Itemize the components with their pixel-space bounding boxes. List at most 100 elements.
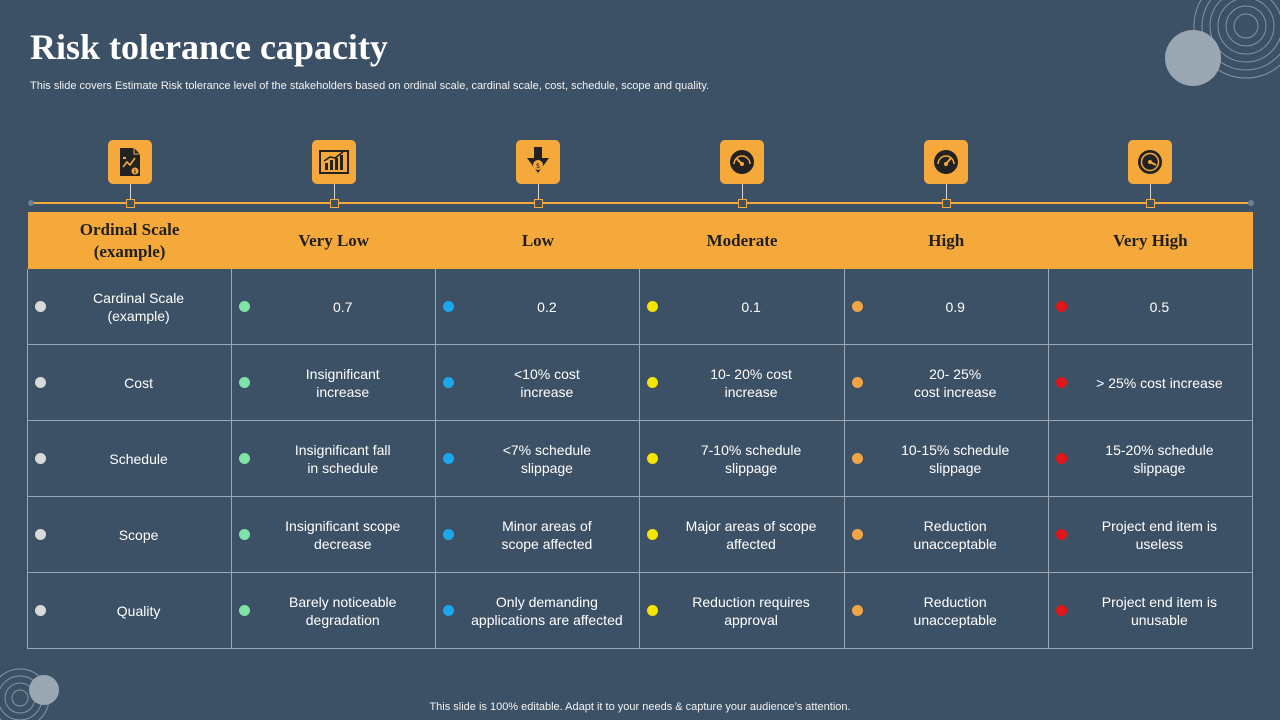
bullet-dot (647, 528, 659, 540)
table-cell: 0.7 (231, 269, 437, 345)
bullet-dot (1055, 376, 1067, 388)
bullet-dot (35, 528, 46, 540)
bullet-dot (443, 604, 455, 616)
table-cell: 7-10% schedule slippage (639, 420, 845, 497)
table-cell: Reduction unacceptable (843, 572, 1049, 649)
table-cell: <10% cost increase (435, 344, 641, 421)
table-cell: 0.1 (639, 269, 845, 345)
bullet-dot (239, 604, 251, 616)
table-header-row: Ordinal Scale (example) Very Low Low Mod… (27, 212, 1253, 269)
timeline-node (125, 199, 135, 208)
bullet-dot (443, 452, 455, 464)
timeline-line (30, 202, 1252, 204)
icon-connector (742, 184, 743, 199)
page-subtitle: This slide covers Estimate Risk toleranc… (30, 80, 710, 92)
bullet-dot (851, 528, 863, 540)
finance-report-icon: $ (108, 140, 152, 184)
column-header: Very High (1048, 212, 1253, 269)
table-cell: Only demanding applications are affected (435, 572, 641, 649)
table-cell: Major areas of scope affected (639, 496, 845, 573)
bullet-dot (647, 376, 659, 388)
bullet-dot (35, 300, 46, 312)
icon-connector (334, 184, 335, 199)
table-cell: Cost (26, 344, 233, 421)
cost-down-icon: $ (516, 140, 560, 184)
bullet-dot (443, 300, 455, 312)
table-cell: Project end item is useless (1047, 496, 1254, 573)
speedometer-high-icon (1128, 140, 1172, 184)
timeline-start-dot (28, 200, 34, 206)
column-header: Very Low (231, 212, 436, 269)
timeline-end-dot (1248, 200, 1254, 206)
table-row: Cost Insignificant increase <10% cost in… (26, 344, 1254, 421)
table-cell: Cardinal Scale (example) (26, 269, 233, 345)
footer-note: This slide is 100% editable. Adapt it to… (429, 701, 851, 713)
table-cell: Insignificant increase (231, 344, 437, 421)
column-header: High (844, 212, 1049, 269)
bullet-dot (851, 300, 863, 312)
timeline-node (1145, 199, 1155, 208)
icon-connector (1150, 184, 1151, 199)
bullet-dot (443, 528, 455, 540)
table-cell: Insignificant fall in schedule (231, 420, 437, 497)
bullet-dot (647, 300, 659, 312)
table-cell: Minor areas of scope affected (435, 496, 641, 573)
table-cell: Reduction requires approval (639, 572, 845, 649)
bullet-dot (35, 452, 46, 464)
bullet-dot (1055, 528, 1067, 540)
table-cell: Schedule (26, 420, 233, 497)
bullet-dot (1055, 604, 1067, 616)
table-cell: Reduction unacceptable (843, 496, 1049, 573)
bullet-dot (239, 376, 251, 388)
table-cell: 10- 20% cost increase (639, 344, 845, 421)
table-cell: Quality (26, 572, 233, 649)
column-header: Moderate (639, 212, 845, 269)
table-row: Cardinal Scale (example) 0.7 0.2 0.1 0.9… (26, 269, 1254, 345)
risk-tolerance-table: Ordinal Scale (example) Very Low Low Mod… (26, 212, 1254, 649)
bullet-dot (851, 604, 863, 616)
svg-text:$: $ (536, 162, 540, 170)
column-header: Ordinal Scale (example) (27, 212, 232, 269)
bullet-dot (647, 452, 659, 464)
growth-chart-icon (312, 140, 356, 184)
timeline-node (533, 199, 543, 208)
bullet-dot (239, 452, 251, 464)
table-cell: Insignificant scope decrease (231, 496, 437, 573)
bullet-dot (35, 376, 46, 388)
icon-connector (946, 184, 947, 199)
table-cell: 0.2 (435, 269, 641, 345)
table-cell: 10-15% schedule slippage (843, 420, 1049, 497)
timeline-node (941, 199, 951, 208)
table-cell: 0.9 (843, 269, 1049, 345)
timeline-node (737, 199, 747, 208)
column-header: Low (435, 212, 640, 269)
bullet-dot (239, 300, 251, 312)
icon-connector (130, 184, 131, 199)
bullet-dot (443, 376, 455, 388)
decorative-circles (1165, 0, 1280, 86)
timeline-node (329, 199, 339, 208)
table-row: Scope Insignificant scope decrease Minor… (26, 496, 1254, 573)
bullet-dot (647, 604, 659, 616)
bullet-dot (851, 376, 863, 388)
icon-connector (538, 184, 539, 199)
table-cell: 0.5 (1047, 269, 1254, 345)
table-cell: 20- 25% cost increase (843, 344, 1049, 421)
table-cell: <7% schedule slippage (435, 420, 641, 497)
page-title: Risk tolerance capacity (30, 27, 388, 67)
bullet-dot (1055, 452, 1067, 464)
svg-text:$: $ (133, 169, 136, 175)
table-row: Quality Barely noticeable degradation On… (26, 572, 1254, 649)
table-cell: 15-20% schedule slippage (1047, 420, 1254, 497)
decorative-circles (0, 668, 59, 720)
table-cell: > 25% cost increase (1047, 344, 1254, 421)
bullet-dot (35, 604, 46, 616)
speedometer-medium-icon (924, 140, 968, 184)
table-row: Schedule Insignificant fall in schedule … (26, 420, 1254, 497)
bullet-dot (239, 528, 251, 540)
bullet-dot (851, 452, 863, 464)
table-cell: Project end item is unusable (1047, 572, 1254, 649)
speedometer-low-icon (720, 140, 764, 184)
table-cell: Scope (26, 496, 233, 573)
table-cell: Barely noticeable degradation (231, 572, 437, 649)
